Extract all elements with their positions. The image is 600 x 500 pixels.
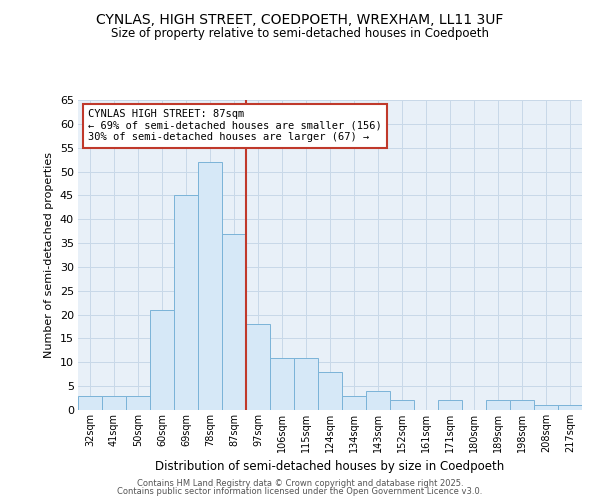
Text: Contains HM Land Registry data © Crown copyright and database right 2025.: Contains HM Land Registry data © Crown c…: [137, 478, 463, 488]
Bar: [150, 310, 174, 410]
X-axis label: Distribution of semi-detached houses by size in Coedpoeth: Distribution of semi-detached houses by …: [155, 460, 505, 473]
Text: CYNLAS HIGH STREET: 87sqm
← 69% of semi-detached houses are smaller (156)
30% of: CYNLAS HIGH STREET: 87sqm ← 69% of semi-…: [88, 110, 382, 142]
Text: CYNLAS, HIGH STREET, COEDPOETH, WREXHAM, LL11 3UF: CYNLAS, HIGH STREET, COEDPOETH, WREXHAM,…: [97, 12, 503, 26]
Bar: [534, 405, 558, 410]
Bar: [222, 234, 246, 410]
Bar: [342, 396, 366, 410]
Bar: [198, 162, 222, 410]
Bar: [78, 396, 102, 410]
Y-axis label: Number of semi-detached properties: Number of semi-detached properties: [44, 152, 54, 358]
Bar: [126, 396, 150, 410]
Bar: [174, 196, 198, 410]
Bar: [366, 391, 390, 410]
Bar: [438, 400, 462, 410]
Bar: [510, 400, 534, 410]
Text: Size of property relative to semi-detached houses in Coedpoeth: Size of property relative to semi-detach…: [111, 28, 489, 40]
Bar: [390, 400, 414, 410]
Bar: [558, 405, 582, 410]
Bar: [294, 358, 318, 410]
Bar: [318, 372, 342, 410]
Bar: [486, 400, 510, 410]
Bar: [246, 324, 270, 410]
Bar: [270, 358, 294, 410]
Bar: [102, 396, 126, 410]
Text: Contains public sector information licensed under the Open Government Licence v3: Contains public sector information licen…: [118, 487, 482, 496]
